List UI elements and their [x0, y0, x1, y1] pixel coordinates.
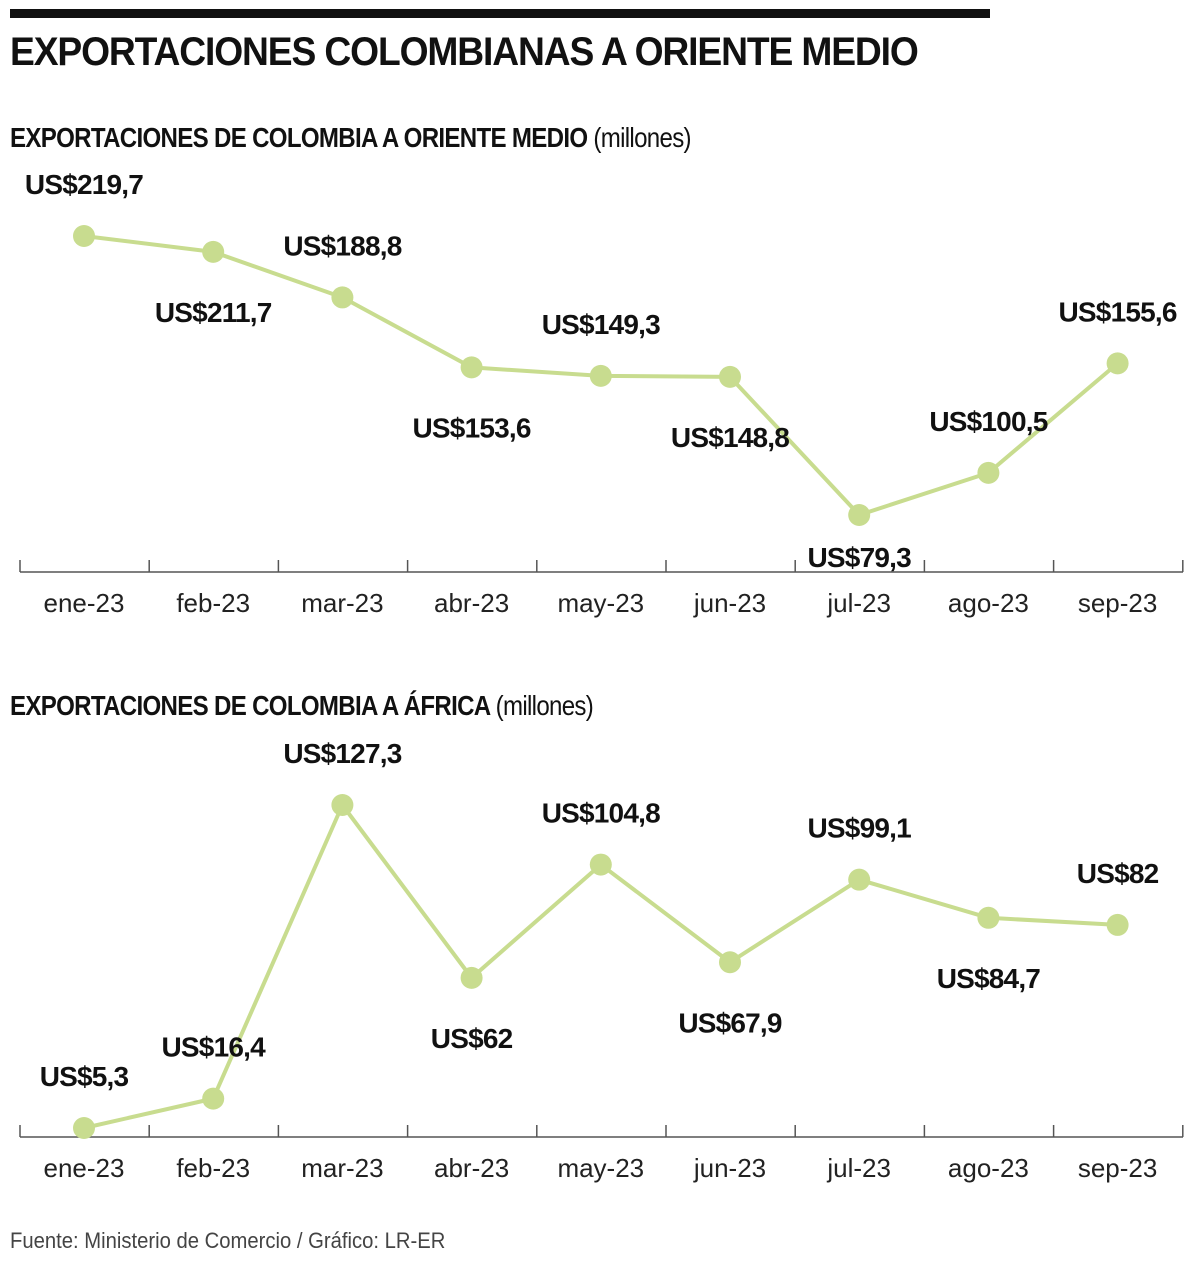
data-point	[848, 504, 871, 526]
data-point	[331, 286, 354, 309]
data-label: US$104,8	[542, 798, 660, 829]
data-label: US$188,8	[283, 230, 401, 261]
x-tick-label: may-23	[557, 588, 644, 618]
x-tick-label: mar-23	[301, 588, 383, 618]
data-point	[977, 906, 1000, 929]
x-tick-label: feb-23	[176, 1153, 250, 1183]
data-point	[719, 951, 741, 974]
chart-unit: (millones)	[593, 122, 691, 153]
x-tick-label: may-23	[557, 1153, 644, 1183]
data-label: US$219,7	[25, 169, 143, 200]
x-tick-label: feb-23	[176, 588, 250, 618]
x-tick-label: ago-23	[948, 588, 1029, 618]
x-tick-label: jul-23	[826, 1153, 891, 1183]
chart-unit: (millones)	[495, 690, 594, 721]
x-tick-label: jun-23	[693, 1153, 766, 1183]
data-label: US$100,5	[929, 406, 1047, 437]
data-point	[848, 868, 871, 891]
page-title: EXPORTACIONES COLOMBIANAS A ORIENTE MEDI…	[10, 30, 919, 74]
data-point	[202, 1087, 225, 1110]
data-point	[589, 853, 612, 876]
data-label: US$16,4	[162, 1032, 267, 1063]
data-point	[460, 356, 483, 379]
data-label: US$5,3	[40, 1061, 129, 1092]
x-tick-label: ene-23	[44, 588, 125, 618]
x-tick-label: abr-23	[434, 1153, 509, 1183]
top-rule	[10, 9, 990, 18]
chart-title-text: EXPORTACIONES DE COLOMBIA A ORIENTE MEDI…	[10, 122, 588, 153]
data-point	[460, 966, 483, 989]
data-label: US$79,3	[808, 542, 912, 573]
x-tick-label: sep-23	[1078, 1153, 1158, 1183]
chart-title-oriente-medio: EXPORTACIONES DE COLOMBIA A ORIENTE MEDI…	[10, 122, 692, 154]
x-tick-label: jul-23	[826, 588, 891, 618]
data-point	[202, 240, 225, 263]
data-point	[977, 461, 1000, 484]
chart-oriente-medio: ene-23 feb-23 mar-23 abr-23 may-23 jun-23 jul-…	[19, 169, 1184, 618]
data-point	[331, 794, 354, 816]
data-label: US$84,7	[937, 963, 1041, 994]
chart-title-text: EXPORTACIONES DE COLOMBIA A ÁFRICA	[10, 690, 490, 721]
x-tick-label: sep-23	[1078, 588, 1158, 618]
data-label: US$155,6	[1059, 296, 1177, 327]
data-point	[1106, 352, 1129, 375]
data-label: US$149,3	[542, 309, 660, 340]
x-tick-label: mar-23	[301, 1153, 383, 1183]
data-label: US$127,3	[283, 738, 401, 769]
data-label: US$99,1	[808, 813, 912, 844]
x-tick-label: abr-23	[434, 588, 509, 618]
data-label: US$148,8	[671, 422, 789, 453]
data-point	[73, 225, 95, 247]
data-label: US$62	[431, 1023, 513, 1054]
x-tick-label: jun-23	[693, 588, 766, 618]
chart-africa: ene-23 feb-23 mar-23 abr-23 may-23 jun-23 jul-…	[19, 738, 1184, 1183]
data-label: US$211,7	[155, 297, 272, 328]
chart-title-africa: EXPORTACIONES DE COLOMBIA A ÁFRICA (mill…	[10, 690, 594, 722]
x-tick-label: ago-23	[948, 1153, 1029, 1183]
x-tick-label: ene-23	[44, 1153, 125, 1183]
data-point	[73, 1117, 95, 1139]
data-point	[1106, 913, 1129, 936]
data-point	[719, 365, 741, 388]
data-label: US$67,9	[678, 1007, 782, 1038]
source-note: Fuente: Ministerio de Comercio / Gráfico…	[10, 1228, 446, 1253]
data-label: US$153,6	[413, 412, 531, 443]
data-point	[589, 364, 612, 387]
data-label: US$82	[1077, 858, 1159, 889]
